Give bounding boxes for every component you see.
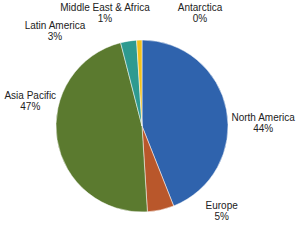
svg-text:Antarctica0%: Antarctica0% (178, 2, 223, 24)
svg-text:Europe5%: Europe5% (206, 200, 239, 222)
svg-text:Asia Pacific47%: Asia Pacific47% (8, 90, 56, 112)
svg-text:Latin America3%: Latin America3% (25, 20, 86, 42)
svg-text:Middle East & Africa1%: Middle East & Africa1% (60, 2, 150, 24)
svg-text:North America44%: North America44% (231, 112, 292, 134)
